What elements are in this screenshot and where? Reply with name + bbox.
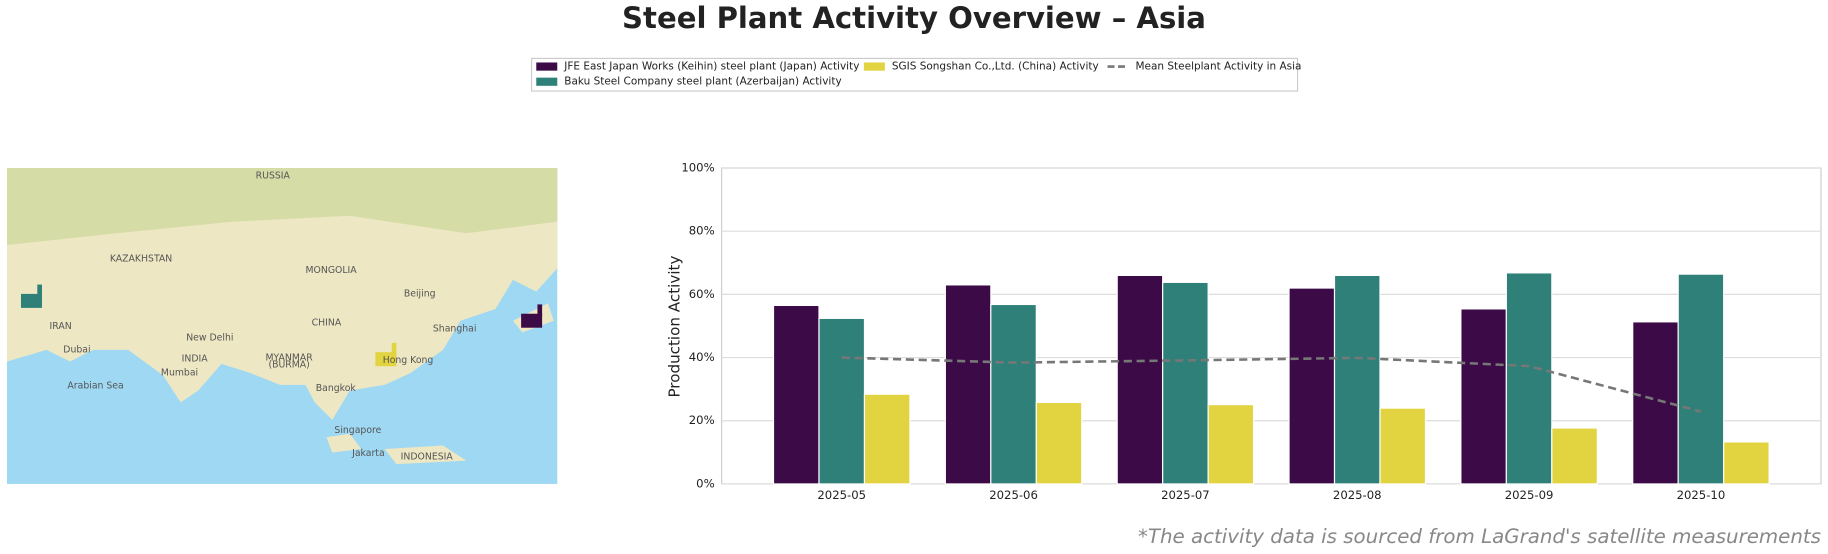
x-tick-label: 2025-06 — [989, 488, 1038, 502]
map-label: Shanghai — [433, 323, 477, 334]
map-label: RUSSIA — [256, 171, 291, 182]
x-tick-label: 2025-08 — [1333, 488, 1382, 502]
map-label: CHINA — [312, 318, 342, 329]
bar — [818, 317, 866, 485]
legend-swatch — [536, 62, 558, 71]
map-label: MYANMAR — [266, 353, 314, 364]
chart-title: Steel Plant Activity Overview – Asia — [622, 1, 1206, 35]
bar — [990, 303, 1037, 485]
bar — [1379, 407, 1427, 485]
bar — [1035, 401, 1083, 485]
bar — [1162, 281, 1209, 485]
map-label: (BURMA) — [268, 360, 309, 371]
map-land — [6, 167, 558, 420]
mean-line — [841, 356, 1702, 413]
legend-label: Mean Steelplant Activity in Asia — [1136, 61, 1302, 73]
bar — [1723, 441, 1770, 485]
legend-label: Baku Steel Company steel plant (Azerbaij… — [564, 76, 841, 88]
map-label: New Delhi — [186, 333, 233, 344]
bar — [1207, 404, 1255, 485]
legend-swatch — [863, 62, 885, 71]
legend-label: JFE East Japan Works (Keihin) steel plan… — [563, 61, 859, 73]
bar — [1460, 308, 1507, 485]
map-label: Hong Kong — [383, 355, 434, 366]
map-label: Singapore — [334, 425, 381, 436]
x-tick-label: 2025-05 — [817, 488, 866, 502]
map-label: KAZAKHSTAN — [110, 253, 172, 264]
y-tick-label: 0% — [696, 476, 714, 490]
bar — [1116, 274, 1164, 485]
bar — [1505, 272, 1553, 485]
bar — [1551, 427, 1598, 485]
y-tick-label: 60% — [689, 287, 715, 301]
y-tick-label: 100% — [681, 160, 714, 174]
y-tick-label: 80% — [689, 224, 715, 238]
footnote: *The activity data is sourced from LaGra… — [1138, 525, 1821, 548]
map: RUSSIA KAZAKHSTAN MONGOLIA CHINA Beijing Shan… — [6, 167, 558, 484]
x-tick-label: 2025-10 — [1677, 488, 1726, 502]
bar — [1677, 273, 1725, 485]
bar — [1288, 287, 1336, 485]
map-label: Mumbai — [161, 368, 198, 379]
map-label: Dubai — [63, 344, 90, 355]
factory-icon — [375, 342, 397, 367]
bar — [1333, 274, 1381, 485]
map-label: Bangkok — [316, 383, 357, 394]
map-land-north — [6, 167, 558, 245]
legend-box — [531, 57, 1299, 92]
factory-icon — [521, 304, 543, 328]
y-tick-label: 40% — [689, 350, 715, 364]
map-label: IRAN — [50, 321, 72, 332]
bar — [944, 284, 992, 485]
map-label: INDONESIA — [401, 452, 454, 463]
map-label: Beijing — [404, 288, 436, 299]
y-axis-label: Production Activity — [666, 256, 684, 398]
legend-swatch — [536, 77, 558, 86]
map-label: Jakarta — [351, 448, 385, 459]
x-tick-label: 2025-09 — [1505, 488, 1554, 502]
bar — [772, 304, 820, 485]
x-tick-label: 2025-07 — [1161, 488, 1210, 502]
factory-icon — [20, 284, 42, 308]
map-label: MONGOLIA — [305, 265, 357, 276]
map-label: INDIA — [182, 354, 209, 365]
legend-label: SGIS Songshan Co.,Ltd. (China) Activity — [892, 61, 1099, 73]
map-label: Arabian Sea — [67, 381, 123, 392]
y-tick-label: 20% — [689, 413, 715, 427]
bar — [863, 393, 911, 485]
